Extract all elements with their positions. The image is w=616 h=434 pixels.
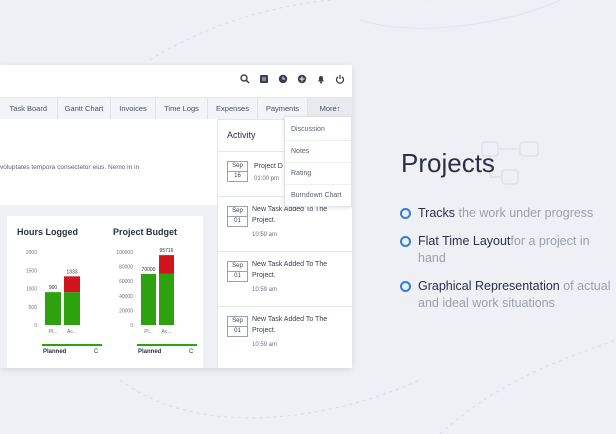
project-budget-card: Project Budget 0 20000 40000 60000 80000 1000…: [102, 216, 203, 368]
notes-icon[interactable]: [258, 73, 270, 85]
activity-date: Sep 01: [227, 261, 248, 282]
more-menu: Discussion Notes Rating Burndown Chart: [284, 116, 352, 207]
hours-logged-title: Hours Logged: [17, 227, 78, 237]
x-tick-label: Pl...: [49, 329, 58, 335]
activity-month: Sep: [228, 207, 247, 217]
y-tick-label: 500: [29, 305, 38, 311]
bar-planned: [45, 292, 61, 325]
activity-time: 10:59 am: [252, 287, 278, 293]
x-tick-label: Ac...: [67, 329, 77, 335]
feature-light: for a project in hand: [418, 234, 590, 265]
project-tree-icon: [481, 141, 539, 185]
search-icon[interactable]: [239, 73, 251, 85]
add-icon[interactable]: [296, 73, 308, 85]
y-tick-label: 100000: [116, 250, 133, 256]
menu-item-discussion[interactable]: Discussion: [285, 119, 351, 141]
tab-more[interactable]: More↑: [308, 98, 352, 119]
project-budget-chart: 0 20000 40000 60000 80000 100000 70000 Pl... 957…: [116, 248, 174, 335]
bar-planned: [159, 273, 174, 325]
feature-strong: Graphical Representation: [418, 279, 560, 293]
feature-title: Projects: [401, 148, 495, 178]
activity-text: New Task Added To The Project.: [252, 316, 328, 334]
legend-planned: Planned: [43, 349, 67, 355]
feature-item: Graphical Representation of actual and i…: [400, 278, 612, 312]
activity-title: Activity: [227, 130, 256, 140]
project-tabs: Task Board Gantt Chart Invoices Time Log…: [0, 97, 352, 120]
tab-payments[interactable]: Payments: [258, 98, 308, 119]
activity-day: 01: [234, 328, 241, 334]
feature-strong: Flat Time Layout: [418, 234, 511, 248]
activity-text: New Task Added To The Project.: [252, 206, 328, 224]
bullet-icon: [400, 236, 411, 247]
bar-planned: [64, 292, 80, 325]
feature-item: Flat Time Layoutfor a project in hand: [400, 233, 612, 267]
feature-strong: Tracks: [418, 206, 456, 220]
project-budget-title: Project Budget: [113, 227, 178, 237]
top-toolbar: [239, 73, 346, 85]
legend-cut: C: [189, 349, 194, 355]
activity-month: Sep: [228, 262, 247, 272]
power-icon[interactable]: [334, 73, 346, 85]
bullet-icon: [400, 208, 411, 219]
y-tick-label: 0: [130, 323, 133, 329]
y-tick-label: 2000: [26, 250, 37, 256]
menu-item-notes[interactable]: Notes: [285, 141, 351, 163]
legend-planned: Planned: [138, 349, 162, 355]
activity-day: 01: [234, 273, 241, 279]
bar-actual: [159, 255, 174, 274]
tab-expenses[interactable]: Expenses: [208, 98, 258, 119]
feature-item: Tracks the work under progress: [400, 205, 612, 222]
activity-date: Sep 01: [227, 316, 248, 337]
data-label: 70000: [142, 267, 156, 273]
y-tick-label: 20000: [119, 308, 133, 314]
tab-task-board[interactable]: Task Board: [0, 98, 58, 119]
x-tick-label: Pl...: [144, 329, 153, 335]
feature-light: the work under progress: [455, 206, 594, 220]
activity-day: 01: [234, 218, 241, 224]
activity-month: Sep: [228, 317, 247, 327]
x-tick-label: Ac...: [161, 329, 171, 335]
bar-actual: [64, 276, 80, 293]
y-tick-label: 1000: [26, 287, 37, 293]
y-tick-label: 0: [34, 323, 37, 329]
activity-item[interactable]: Sep 01 New Task Added To The Project. 10…: [218, 306, 352, 362]
activity-time: 10:59 am: [252, 342, 278, 348]
app-window: Task Board Gantt Chart Invoices Time Log…: [0, 65, 352, 368]
feature-light: of actual and ideal work situations: [418, 279, 611, 310]
y-tick-label: 40000: [119, 294, 133, 300]
y-tick-label: 60000: [119, 279, 133, 285]
menu-item-rating[interactable]: Rating: [285, 163, 351, 185]
activity-date: Sep 01: [227, 206, 248, 227]
activity-month: Sep: [228, 162, 247, 172]
bullet-icon: [400, 281, 411, 292]
legend-cut: C: [94, 349, 99, 355]
data-label: 1333: [66, 269, 77, 275]
bar-planned: [141, 273, 156, 325]
activity-time: 01:00 pm: [254, 176, 280, 182]
activity-text: Project D: [254, 163, 283, 170]
tab-invoices[interactable]: Invoices: [111, 98, 156, 119]
activity-time: 10:59 am: [252, 232, 278, 238]
legend-line: [137, 344, 197, 346]
bell-icon[interactable]: [315, 73, 327, 85]
hours-logged-chart: 0 500 1000 1500 2000 900 Pl... 1333 Ac...: [26, 250, 80, 335]
tab-time-logs[interactable]: Time Logs: [156, 98, 208, 119]
clock-icon[interactable]: [277, 73, 289, 85]
legend-line: [42, 344, 102, 346]
panel-divider: [217, 119, 218, 368]
activity-day: 16: [234, 173, 241, 179]
menu-item-burndown-chart[interactable]: Burndown Chart: [291, 192, 342, 199]
data-label: 95716: [160, 248, 174, 254]
project-summary-text: voluptates tempora consectetur eius. Nem…: [0, 164, 140, 171]
activity-text: New Task Added To The Project.: [252, 261, 328, 279]
hours-logged-card: Hours Logged 0 500 1000 1500 2000 900 Pl... 133…: [7, 216, 102, 368]
data-label: 900: [49, 285, 58, 291]
activity-item[interactable]: Sep 01 New Task Added To The Project. 10…: [218, 251, 352, 307]
y-tick-label: 1500: [26, 268, 37, 274]
y-tick-label: 80000: [119, 265, 133, 271]
tab-gantt-chart[interactable]: Gantt Chart: [58, 98, 111, 119]
activity-date: Sep 16: [227, 161, 248, 182]
